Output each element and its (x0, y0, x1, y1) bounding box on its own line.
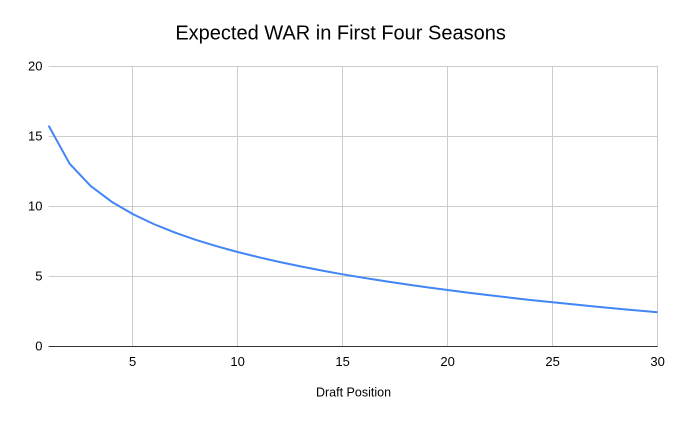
svg-text:30: 30 (650, 354, 664, 369)
svg-text:Draft Position: Draft Position (316, 386, 391, 400)
svg-text:20: 20 (28, 58, 42, 73)
svg-text:25: 25 (545, 354, 559, 369)
svg-text:0: 0 (35, 338, 42, 353)
svg-text:Expected WAR in First Four Sea: Expected WAR in First Four Seasons (175, 23, 506, 45)
svg-text:15: 15 (335, 354, 349, 369)
svg-text:5: 5 (129, 354, 136, 369)
svg-text:15: 15 (28, 128, 42, 143)
svg-text:10: 10 (28, 198, 42, 213)
svg-text:10: 10 (230, 354, 244, 369)
svg-text:20: 20 (440, 354, 454, 369)
svg-text:5: 5 (35, 268, 42, 283)
